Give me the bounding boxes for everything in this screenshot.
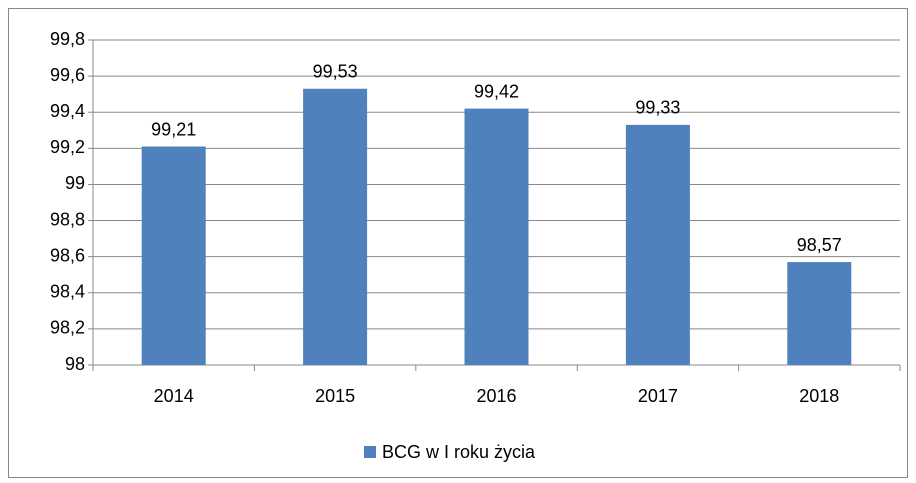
y-tick-label: 98,4	[50, 282, 85, 302]
legend-swatch	[364, 446, 376, 458]
data-label: 99,53	[313, 62, 358, 82]
data-label: 99,33	[635, 98, 680, 118]
bar	[464, 108, 529, 365]
y-tick-label: 98,6	[50, 245, 85, 265]
x-tick-label: 2014	[154, 386, 194, 406]
y-tick-label: 99,2	[50, 137, 85, 157]
bar	[787, 262, 852, 365]
y-tick-label: 99,6	[50, 65, 85, 85]
y-tick-label: 98,2	[50, 318, 85, 338]
bar	[141, 146, 206, 365]
y-tick-label: 98,8	[50, 209, 85, 229]
data-label: 99,42	[474, 81, 519, 101]
y-tick-label: 99	[65, 173, 85, 193]
y-tick-label: 99,4	[50, 101, 85, 121]
x-tick-label: 2016	[476, 386, 516, 406]
y-tick-label: 98	[65, 354, 85, 374]
data-label: 98,57	[797, 235, 842, 255]
y-tick-label: 99,8	[50, 29, 85, 49]
legend-label: BCG w I roku życia	[382, 442, 536, 462]
x-tick-label: 2017	[638, 386, 678, 406]
bar	[303, 88, 368, 365]
data-label: 99,21	[151, 119, 196, 139]
x-tick-label: 2018	[799, 386, 839, 406]
bar	[625, 124, 690, 365]
x-tick-label: 2015	[315, 386, 355, 406]
